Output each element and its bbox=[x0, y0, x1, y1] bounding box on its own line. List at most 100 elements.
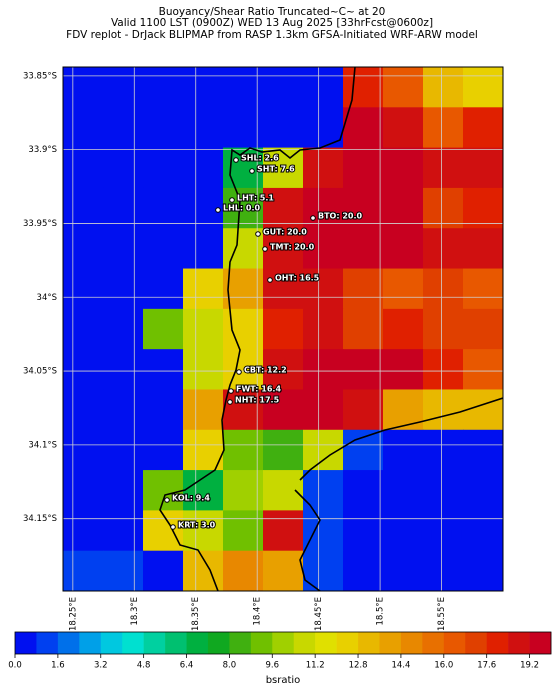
raster-cell bbox=[263, 67, 304, 108]
raster-cell bbox=[383, 389, 424, 431]
station-dot bbox=[262, 246, 268, 252]
raster-cell bbox=[423, 228, 464, 270]
raster-cell bbox=[423, 147, 464, 189]
station-label: TMT: 20.0 bbox=[270, 243, 315, 252]
raster-cell bbox=[223, 147, 264, 189]
colorbar-swatch bbox=[358, 632, 380, 654]
raster-cell bbox=[263, 510, 304, 552]
colorbar-tick-label: 6.4 bbox=[180, 661, 194, 671]
coastline bbox=[159, 67, 503, 591]
raster-cell bbox=[103, 510, 144, 552]
raster-cell bbox=[63, 308, 104, 350]
colorbar: 0.0 1.6 3.2 4.8 6.4 8.0 9.6 11.2 12.8 14.4 16.0 17.… bbox=[8, 631, 552, 671]
station-label: CBT: 12.2 bbox=[244, 366, 287, 375]
raster-cell bbox=[223, 550, 264, 591]
colorbar-swatch bbox=[508, 632, 530, 654]
map-frame bbox=[62, 66, 504, 592]
station-dot bbox=[249, 168, 255, 174]
colorbar-swatch bbox=[165, 632, 187, 654]
raster-cell bbox=[343, 268, 384, 310]
colorbar-swatch bbox=[100, 632, 123, 654]
raster-cell bbox=[183, 67, 224, 108]
raster-cell bbox=[263, 470, 304, 511]
raster-cell bbox=[143, 550, 184, 591]
station-label: KRT: 3.0 bbox=[178, 521, 216, 530]
raster-cell bbox=[103, 389, 144, 431]
colorbar-tick-label: 12.8 bbox=[349, 661, 368, 671]
raster-cell bbox=[463, 349, 503, 390]
raster-cell bbox=[103, 470, 144, 511]
colorbar-swatch bbox=[379, 632, 402, 654]
raster-cell bbox=[223, 107, 264, 149]
station-label: LHL: 0.0 bbox=[223, 204, 260, 213]
raster-cell bbox=[423, 349, 464, 390]
raster-cell bbox=[263, 389, 304, 431]
raster-cell bbox=[423, 389, 464, 431]
colorbar-tick-label: 19.2 bbox=[520, 661, 539, 671]
x-tick-label: 18.35°E bbox=[191, 597, 201, 631]
y-tick-label: 33.9°S bbox=[28, 145, 57, 155]
colorbar-swatch bbox=[79, 632, 102, 654]
raster-cell bbox=[343, 550, 384, 591]
raster-cell bbox=[383, 268, 424, 310]
raster-cell bbox=[143, 67, 184, 108]
raster-cell bbox=[143, 429, 184, 471]
raster-cell bbox=[183, 429, 224, 471]
raster-cell bbox=[263, 308, 304, 350]
raster-cell bbox=[343, 147, 384, 189]
colorbar-swatch bbox=[186, 632, 209, 654]
colorbar-swatch bbox=[36, 632, 59, 654]
raster-cell bbox=[263, 107, 304, 149]
station-label: KOL: 9.4 bbox=[172, 494, 210, 503]
colorbar-tick-label: 8.0 bbox=[223, 661, 237, 671]
raster-cell bbox=[143, 107, 184, 149]
raster-cell bbox=[303, 389, 344, 431]
colorbar-swatch bbox=[293, 632, 316, 654]
colorbar-swatch bbox=[272, 632, 295, 654]
station-label: FWT: 16.4 bbox=[236, 385, 281, 394]
raster-cell bbox=[103, 147, 144, 189]
raster-cell bbox=[183, 147, 224, 189]
raster-cell bbox=[423, 510, 464, 552]
raster-cell bbox=[303, 550, 344, 591]
raster-cell bbox=[463, 228, 503, 270]
station-label: SHL: 2.6 bbox=[241, 154, 279, 163]
y-tick-label: 34.15°S bbox=[23, 514, 57, 524]
raster-cell bbox=[183, 228, 224, 270]
station-dot bbox=[227, 399, 233, 405]
colorbar-swatch bbox=[250, 632, 273, 654]
raster-cell bbox=[63, 107, 104, 149]
raster-cell bbox=[143, 147, 184, 189]
raster-cell bbox=[143, 389, 184, 431]
raster-cell bbox=[343, 308, 384, 350]
raster-cell bbox=[463, 389, 503, 431]
raster-cell bbox=[303, 67, 344, 108]
raster-cell bbox=[383, 308, 424, 350]
raster-cell bbox=[103, 228, 144, 270]
station-dot bbox=[255, 231, 261, 237]
raster-cell bbox=[343, 107, 384, 149]
colorbar-tick-label: 1.6 bbox=[51, 661, 65, 671]
raster-cell bbox=[223, 470, 264, 511]
colorbar-swatch bbox=[400, 632, 423, 654]
colorbar-swatch bbox=[122, 632, 144, 654]
raster-cell bbox=[463, 268, 503, 310]
raster-cell bbox=[63, 470, 104, 511]
title-line: FDV replot - DrJack BLIPMAP from RASP 1.… bbox=[66, 29, 478, 41]
raster-cell bbox=[263, 550, 304, 591]
station-label: BTO: 20.0 bbox=[318, 212, 363, 221]
raster-cell bbox=[303, 107, 344, 149]
raster-cell bbox=[183, 107, 224, 149]
raster-cell bbox=[463, 147, 503, 189]
raster-cell bbox=[223, 510, 264, 552]
raster-cell bbox=[383, 550, 424, 591]
colorbar-tick-label: 9.6 bbox=[266, 661, 280, 671]
raster-cell bbox=[183, 308, 224, 350]
raster-cell bbox=[263, 268, 304, 310]
station-dot bbox=[236, 369, 242, 375]
raster-cell bbox=[383, 67, 424, 108]
raster-cell bbox=[63, 550, 104, 591]
colorbar-swatch bbox=[15, 632, 37, 654]
raster-cell bbox=[103, 349, 144, 390]
